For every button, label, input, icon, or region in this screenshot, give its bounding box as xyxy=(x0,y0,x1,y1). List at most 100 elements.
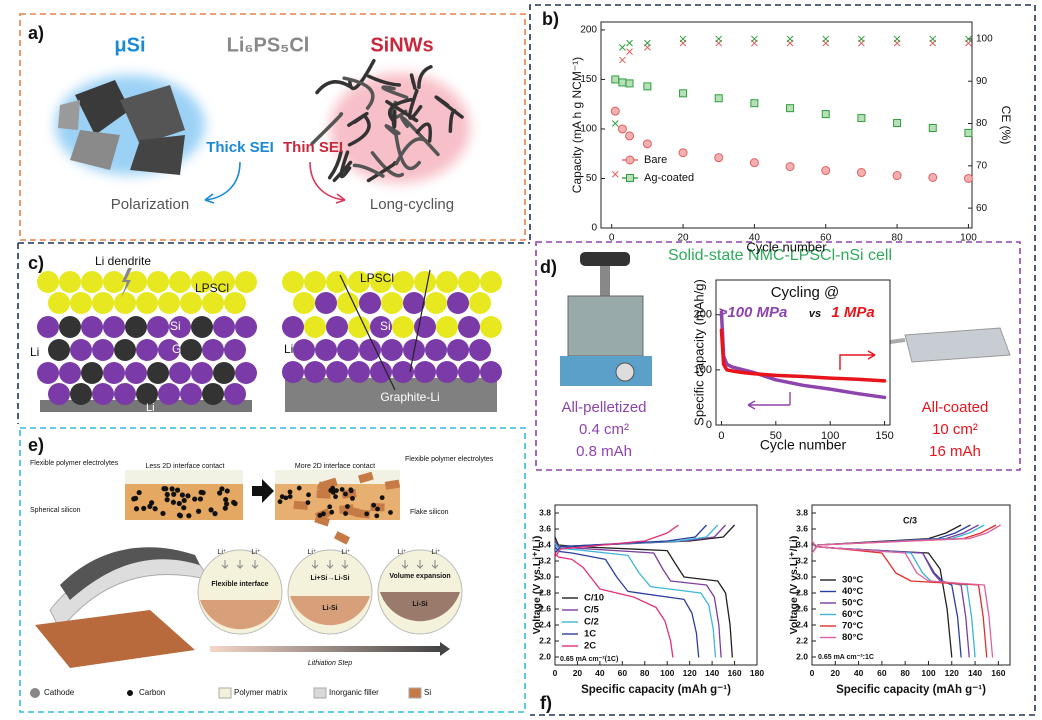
carbon xyxy=(200,490,206,496)
marker xyxy=(618,78,627,87)
y-tick-label: 2.4 xyxy=(539,619,551,629)
panel-a-art xyxy=(55,58,470,204)
panel-label: d) xyxy=(540,257,557,277)
carbon xyxy=(164,497,170,503)
label: Li⁺ xyxy=(307,549,316,556)
marker xyxy=(679,89,688,98)
label: Li⁺ xyxy=(397,549,406,556)
particle xyxy=(81,271,103,293)
x-tick-label: 100 xyxy=(821,430,839,442)
y-axis-label: Voltage (V vs.Li⁺/Li) xyxy=(531,536,543,635)
arrow-head xyxy=(204,193,215,204)
label: Li-Si xyxy=(322,605,337,612)
press-body xyxy=(567,295,644,357)
marker xyxy=(963,173,973,183)
panel-e-frame xyxy=(19,427,526,713)
label: All-coated xyxy=(922,399,989,416)
legend-label: Cathode xyxy=(44,688,75,697)
particle xyxy=(235,271,257,293)
particle xyxy=(337,292,359,314)
particle xyxy=(37,316,59,338)
carbon xyxy=(179,492,185,498)
panel-d-frame xyxy=(535,241,1021,471)
x-tick-label: 80 xyxy=(892,233,904,244)
particle xyxy=(147,271,169,293)
particle xyxy=(326,271,348,293)
y-tick-label: 150 xyxy=(580,74,597,85)
nanowire xyxy=(381,85,409,100)
label: Li⁺ xyxy=(217,549,226,556)
nanowire xyxy=(332,160,353,183)
y2-tick-label: 60 xyxy=(976,203,988,214)
label: Thin SEI xyxy=(283,139,343,156)
particle xyxy=(81,362,103,384)
particle xyxy=(202,339,224,361)
flake xyxy=(384,479,400,490)
series-line xyxy=(554,545,700,658)
y2-axis-label: CE (%) xyxy=(999,106,1013,145)
legend-label: 1C xyxy=(584,629,596,640)
nanowire xyxy=(394,133,421,171)
series-line xyxy=(811,540,994,658)
nanowire xyxy=(384,123,401,136)
x-tick-label: 40 xyxy=(595,668,605,678)
y-tick-label: 2.4 xyxy=(796,619,808,629)
y-tick-label: 0 xyxy=(591,223,597,234)
marker xyxy=(610,106,620,116)
particle xyxy=(282,271,304,293)
nanowire xyxy=(348,58,376,91)
arrow xyxy=(252,479,274,503)
cathode-sheet xyxy=(60,547,200,600)
label: Flake silicon xyxy=(410,509,449,516)
plot-frame xyxy=(600,21,973,229)
carbon xyxy=(192,496,198,502)
y-tick-label: 2.8 xyxy=(539,587,551,597)
marker xyxy=(611,170,619,178)
carbon xyxy=(197,496,204,502)
ion-arrow xyxy=(431,560,439,570)
annotation: 0.65 mA cm⁻²:1C xyxy=(818,654,874,661)
x-axis-label: Specific capacity (mAh g⁻¹) xyxy=(836,684,986,696)
y-axis-label: Voltage (V vs.Li⁺/Li) xyxy=(788,536,800,635)
particle xyxy=(425,292,447,314)
nanowire xyxy=(415,122,432,143)
particle xyxy=(293,292,315,314)
charts: 0 20 40 60 80 10005010015020060708090100Cycle… xyxy=(531,21,1013,696)
particle xyxy=(326,361,348,383)
marker xyxy=(965,35,972,43)
y-tick-label: 2.0 xyxy=(796,651,808,661)
particle xyxy=(180,339,202,361)
marker xyxy=(715,35,723,43)
carbon xyxy=(345,504,350,509)
x-tick-label: 20 xyxy=(677,233,689,244)
ion-arrow xyxy=(401,560,409,570)
particle xyxy=(458,316,480,338)
arrow xyxy=(339,269,431,391)
particle xyxy=(392,316,414,338)
particle xyxy=(315,339,337,361)
y-tick-label: 3.0 xyxy=(539,571,551,581)
particle xyxy=(458,271,480,293)
y-tick-label: 100 xyxy=(580,124,597,135)
carbon xyxy=(371,502,377,508)
carbon xyxy=(364,511,370,517)
carbon xyxy=(306,492,311,498)
carbon xyxy=(223,497,229,503)
plot-frame xyxy=(554,504,758,666)
x-tick-label: 160 xyxy=(991,668,1005,678)
nanowire xyxy=(339,150,352,179)
particle xyxy=(235,316,257,338)
x-tick-label: 120 xyxy=(683,668,697,678)
y-tick-label: 3.4 xyxy=(796,539,808,549)
carbon xyxy=(223,501,230,507)
legend-label: 50°C xyxy=(842,598,863,609)
marker xyxy=(714,153,724,163)
particle xyxy=(180,292,202,314)
marker xyxy=(821,110,830,119)
x-tick-label: 80 xyxy=(640,668,650,678)
nanowire xyxy=(367,74,402,87)
x-axis-label: Cycle number xyxy=(760,437,847,453)
marker xyxy=(928,123,937,132)
y2-tick-label: 90 xyxy=(976,76,988,87)
marker xyxy=(611,120,619,127)
